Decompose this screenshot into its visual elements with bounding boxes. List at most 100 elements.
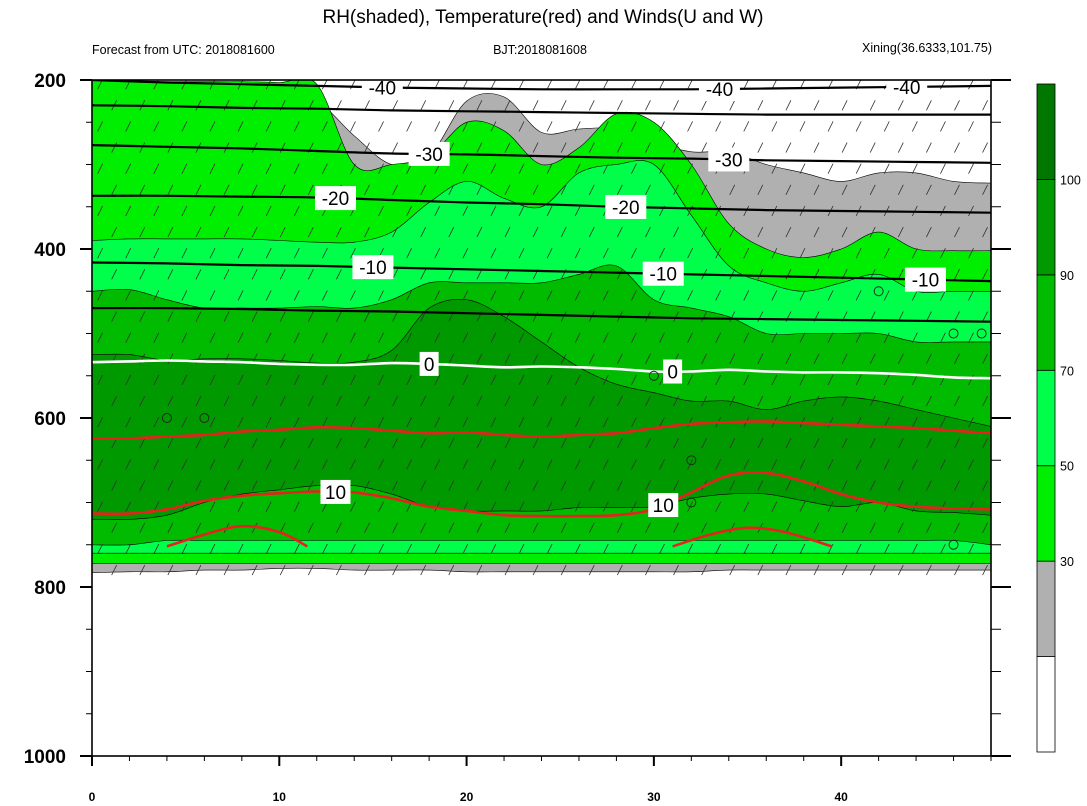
wind-barb — [378, 501, 384, 512]
wind-barb — [279, 564, 286, 576]
wind-barb — [588, 269, 595, 280]
isotherm-label-text: -30 — [415, 145, 442, 166]
wind-barb — [364, 522, 370, 534]
wind-barb — [911, 248, 918, 259]
wind-barb — [406, 543, 413, 555]
colorbar-box — [1036, 560, 1056, 657]
isotherm-line — [92, 80, 991, 91]
plot-area — [92, 80, 991, 576]
wind-barb — [546, 417, 553, 428]
isotherm-label-text: -40 — [369, 78, 396, 99]
wind-barb — [139, 522, 146, 534]
wind-barb — [462, 417, 469, 428]
wind-barb — [125, 374, 132, 386]
wind-barb — [518, 163, 525, 174]
isotherm-line — [92, 104, 991, 116]
wind-barb — [673, 395, 679, 407]
wind-barb — [546, 121, 553, 132]
wind-barb — [982, 269, 988, 280]
wind-barb — [532, 522, 539, 534]
wind-barb — [743, 248, 750, 259]
wind-barb — [490, 80, 496, 90]
wind-barb — [631, 501, 637, 512]
wind-barb — [490, 374, 497, 386]
wind-barb — [673, 100, 679, 111]
wind-barb — [350, 290, 356, 301]
calm-circle — [873, 286, 884, 297]
wind-barb — [490, 290, 497, 301]
wind-barb — [954, 142, 960, 153]
wind-barb — [743, 80, 749, 90]
wind-barb — [631, 121, 637, 132]
wind-barb — [237, 543, 244, 555]
wind-barb — [687, 417, 693, 428]
wind-barb — [982, 226, 988, 238]
wind-barb — [869, 226, 876, 238]
wind-barb — [322, 543, 328, 555]
wind-barb — [378, 459, 384, 470]
wind-barb — [97, 121, 103, 132]
wind-barb — [265, 121, 272, 132]
wind-barb — [645, 226, 651, 238]
wind-barb — [97, 290, 103, 301]
wind-barb — [588, 438, 595, 449]
wind-barb — [490, 501, 497, 512]
wind-barb — [841, 438, 848, 449]
wind-barb — [532, 226, 539, 238]
wind-barb — [532, 184, 539, 196]
wind-barb — [532, 564, 539, 576]
wind-barb — [869, 564, 876, 576]
wind-barb — [153, 163, 160, 174]
wind-barb — [897, 438, 904, 449]
wind-barb — [350, 417, 356, 428]
wind-barb — [322, 121, 328, 132]
wind-barb — [659, 163, 665, 174]
colorbar-box — [1036, 369, 1056, 467]
wind-barb — [364, 438, 370, 449]
wind-barb — [504, 522, 511, 534]
isotherm-line — [92, 261, 991, 283]
wind-barb — [785, 480, 792, 491]
wind-barb — [982, 100, 988, 111]
isotherm-label-text: 10 — [325, 483, 346, 504]
wind-barb — [841, 100, 848, 111]
wind-barb — [574, 80, 581, 90]
wind-barb — [462, 459, 469, 470]
wind-barb — [757, 269, 764, 280]
wind-barb — [518, 290, 525, 301]
wind-barb — [785, 184, 792, 196]
wind-barb — [153, 459, 160, 470]
wind-barb — [673, 142, 679, 153]
wind-barb — [139, 269, 146, 280]
wind-barb — [813, 522, 820, 534]
wind-barb — [715, 121, 722, 132]
wind-barb — [631, 290, 637, 301]
wind-barb — [659, 290, 665, 301]
wind-barb — [743, 332, 750, 343]
wind-barb — [209, 121, 216, 132]
wind-barb — [195, 184, 202, 196]
wind-barb — [926, 564, 932, 576]
wind-barb — [954, 269, 960, 280]
isotherm-line — [92, 144, 991, 164]
wind-barb — [532, 480, 539, 491]
wind-barb — [322, 290, 328, 301]
wind-barb — [841, 395, 848, 407]
wind-barb — [153, 121, 160, 132]
wind-barb — [293, 501, 300, 512]
isotherm-label: 10 — [648, 493, 679, 518]
wind-barb — [167, 564, 174, 576]
wind-barb — [434, 248, 441, 259]
wind-barb — [869, 522, 876, 534]
wind-barb — [883, 374, 890, 386]
wind-barb — [743, 121, 750, 132]
wind-barb — [701, 226, 707, 238]
wind-barb — [673, 226, 679, 238]
wind-barb — [954, 564, 960, 576]
wind-barb — [897, 480, 904, 491]
wind-barb — [602, 459, 609, 470]
wind-barb — [378, 332, 384, 343]
wind-barb — [869, 480, 876, 491]
wind-barb — [532, 311, 539, 322]
wind-barb — [827, 417, 834, 428]
